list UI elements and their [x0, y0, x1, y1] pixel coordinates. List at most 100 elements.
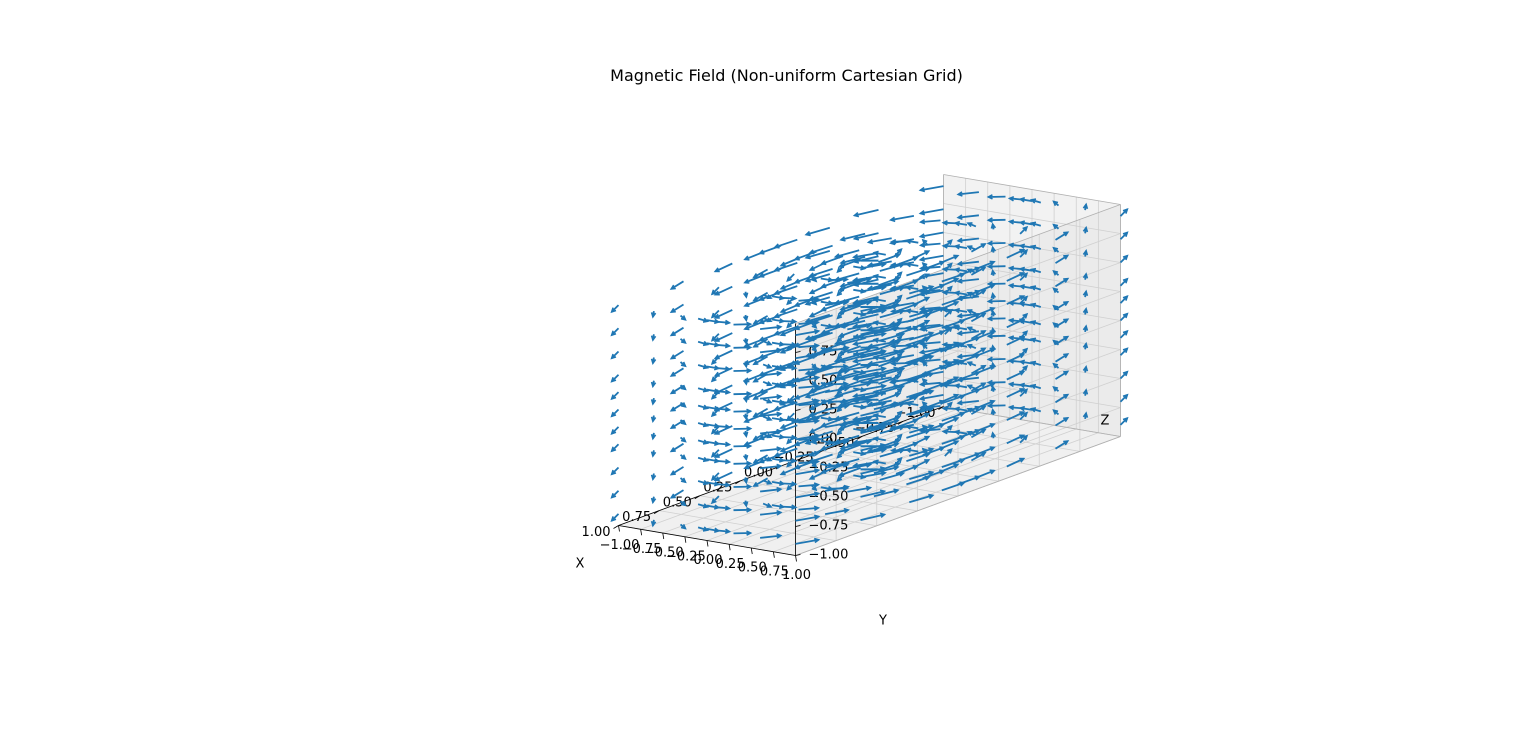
- field-arrow: [780, 256, 801, 267]
- field-arrow: [798, 402, 819, 407]
- field-arrow-head: [713, 406, 720, 412]
- field-arrow-head: [990, 384, 997, 392]
- field-arrow-head: [791, 504, 798, 510]
- field-arrow: [835, 353, 860, 363]
- field-arrow-head: [724, 389, 732, 395]
- field-arrow-head: [941, 382, 948, 389]
- field-arrow: [920, 323, 941, 328]
- field-arrow: [753, 373, 769, 383]
- field-arrow-head: [1022, 295, 1029, 302]
- field-arrow-head: [1007, 265, 1015, 272]
- field-arrow-head: [1007, 358, 1015, 364]
- field-arrow: [890, 400, 915, 407]
- field-arrow-head: [1029, 360, 1037, 366]
- field-arrow-head: [827, 462, 835, 469]
- field-arrow-head: [650, 416, 657, 423]
- field-arrow-head: [959, 394, 966, 400]
- field-arrow-head: [669, 447, 676, 453]
- field-arrow-head: [974, 371, 981, 377]
- field-arrow-head: [896, 248, 903, 254]
- field-arrow: [958, 376, 979, 381]
- field-arrow-head: [941, 324, 948, 331]
- field-arrow: [809, 470, 828, 480]
- field-arrow-head: [865, 346, 873, 352]
- field-arrow-head: [836, 313, 843, 320]
- field-arrow: [771, 318, 784, 323]
- field-arrow: [860, 513, 885, 521]
- field-arrow-head: [1063, 416, 1070, 423]
- field-arrow: [854, 313, 879, 321]
- field-arrow-head: [710, 312, 717, 319]
- field-arrow-head: [786, 485, 792, 491]
- field-arrow: [670, 367, 684, 377]
- field-arrow-head: [1122, 312, 1129, 319]
- field-arrow-head: [786, 438, 792, 445]
- field-arrow-head: [872, 413, 879, 419]
- y-tick: [618, 525, 620, 532]
- field-arrow: [970, 330, 986, 340]
- field-arrow-head: [650, 312, 657, 319]
- field-arrow-head: [1022, 347, 1029, 354]
- field-arrow-head: [742, 315, 749, 322]
- field-arrow: [970, 452, 986, 462]
- field-arrow-head: [746, 460, 753, 467]
- field-arrow-head: [939, 283, 946, 289]
- field-arrow-head: [680, 384, 687, 391]
- field-arrow-head: [743, 441, 750, 447]
- field-arrow: [670, 419, 684, 429]
- field-arrow-head: [872, 297, 879, 303]
- field-arrow-head: [1082, 202, 1089, 210]
- field-arrow-head: [808, 428, 815, 434]
- field-arrow-head: [939, 469, 946, 475]
- field-arrow: [670, 303, 684, 313]
- field-arrow: [943, 245, 959, 248]
- field-arrow: [853, 451, 865, 455]
- field-arrow-head: [710, 498, 717, 505]
- field-arrow-head: [842, 485, 850, 492]
- field-arrow-head: [742, 292, 749, 299]
- field-arrow: [941, 412, 965, 422]
- field-arrow: [771, 295, 784, 300]
- field-arrow: [970, 428, 986, 439]
- field-arrow: [861, 309, 886, 316]
- field-arrow-head: [713, 457, 721, 464]
- field-arrow-head: [1082, 225, 1089, 233]
- field-arrow: [744, 436, 766, 446]
- field-arrow: [771, 434, 784, 439]
- field-arrow: [868, 399, 892, 406]
- field-arrow-head: [724, 482, 732, 488]
- field-arrow: [854, 348, 879, 356]
- field-arrow-head: [990, 268, 997, 276]
- field-arrow: [809, 261, 828, 271]
- field-arrow: [744, 250, 766, 261]
- field-arrow-head: [804, 352, 811, 358]
- x-tick-label: 0.75: [622, 510, 651, 525]
- field-arrow: [853, 312, 865, 316]
- field-arrow: [780, 465, 801, 476]
- field-arrow-head: [746, 408, 753, 415]
- field-arrow: [714, 401, 733, 412]
- field-arrow-head: [713, 481, 721, 487]
- field-arrow-head: [912, 441, 919, 447]
- field-arrow-head: [766, 502, 773, 508]
- field-arrow-head: [928, 447, 935, 453]
- field-arrow-head: [842, 439, 850, 445]
- field-arrow-head: [990, 408, 997, 415]
- field-arrow-head: [779, 284, 786, 290]
- field-arrow-head: [928, 424, 935, 430]
- field-arrow-head: [1063, 277, 1070, 283]
- field-arrow: [958, 313, 979, 318]
- field-arrow-head: [898, 384, 906, 390]
- field-arrow: [943, 430, 959, 434]
- field-arrow-head: [956, 313, 963, 319]
- field-arrow-head: [724, 528, 732, 534]
- field-arrow-head: [808, 405, 815, 411]
- field-arrow: [670, 384, 684, 395]
- field-arrow-head: [1029, 320, 1037, 326]
- field-arrow: [714, 309, 733, 319]
- field-arrow: [1055, 277, 1069, 288]
- field-arrow-head: [804, 393, 811, 399]
- field-arrow: [890, 319, 915, 326]
- field-arrow-head: [939, 365, 946, 371]
- field-arrow-head: [896, 317, 903, 324]
